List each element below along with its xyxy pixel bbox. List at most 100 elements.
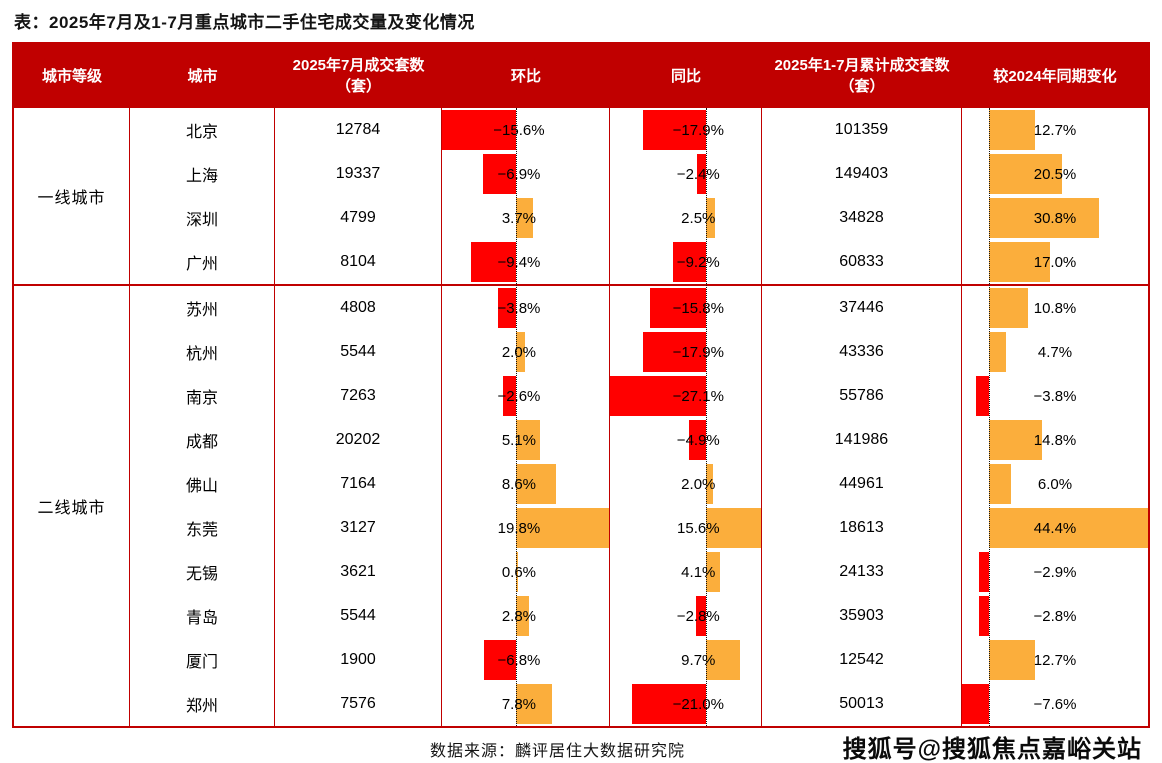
tier-rows: 苏州 4808 −3.8% −15.8% 37446 10.8% 杭州 5544 2.0% −17… xyxy=(130,286,1148,726)
mom-value-label: 2.8% xyxy=(501,607,537,625)
chg-bar xyxy=(979,596,990,636)
chg-value-label: 20.5% xyxy=(1033,165,1077,183)
chg-bar xyxy=(978,552,990,592)
jul-volume-cell: 5544 xyxy=(275,594,442,638)
yoy-value-label: 9.7% xyxy=(681,651,716,669)
tier-block: 二线城市 苏州 4808 −3.8% −15.8% 37446 10.8% 杭州 5544 2.0… xyxy=(14,284,1148,726)
chg-bar xyxy=(989,464,1011,504)
table-row: 青岛 5544 2.8% −2.8% 35903 −2.8% xyxy=(130,594,1148,638)
mom-bar xyxy=(515,198,534,238)
chg-bar xyxy=(989,332,1006,372)
yoy-bar xyxy=(610,376,706,416)
yoy-bar xyxy=(688,420,706,460)
table-row: 北京 12784 −15.6% −17.9% 101359 12.7% xyxy=(130,108,1148,152)
chg-bar-cell: −2.9% xyxy=(962,550,1148,594)
chg-value-label: 4.7% xyxy=(1037,343,1073,361)
mom-bar-cell: 8.6% xyxy=(442,462,610,506)
chg-bar xyxy=(989,198,1100,238)
chg-bar-cell: 10.8% xyxy=(962,286,1148,330)
col-header-jul-volume: 2025年7月成交套数（套） xyxy=(292,57,425,95)
yoy-value-label: 15.6% xyxy=(677,519,720,537)
city-name-cell: 北京 xyxy=(130,108,275,152)
yoy-bar xyxy=(642,110,706,150)
mom-bar xyxy=(503,376,516,416)
city-name-cell: 青岛 xyxy=(130,594,275,638)
mom-bar xyxy=(442,110,516,150)
table-row: 苏州 4808 −3.8% −15.8% 37446 10.8% xyxy=(130,286,1148,330)
jul-volume-cell: 8104 xyxy=(275,240,442,284)
cum-volume-cell: 55786 xyxy=(762,374,962,418)
cum-volume-cell: 141986 xyxy=(762,418,962,462)
chg-bar-cell: −7.6% xyxy=(962,682,1148,726)
yoy-bar xyxy=(697,154,706,194)
city-name-cell: 佛山 xyxy=(130,462,275,506)
yoy-bar-cell: 4.1% xyxy=(610,550,762,594)
mom-bar-cell: −15.6% xyxy=(442,108,610,152)
chg-value-label: 44.4% xyxy=(1033,519,1077,537)
cum-volume-cell: 101359 xyxy=(762,108,962,152)
tier-rows: 北京 12784 −15.6% −17.9% 101359 12.7% 上海 19337 −6.… xyxy=(130,108,1148,284)
cum-volume-cell: 37446 xyxy=(762,286,962,330)
chg-bar-cell: 30.8% xyxy=(962,196,1148,240)
yoy-value-label: −2.8% xyxy=(676,607,720,625)
city-name-cell: 郑州 xyxy=(130,682,275,726)
mom-bar-cell: 2.8% xyxy=(442,594,610,638)
table-row: 杭州 5544 2.0% −17.9% 43336 4.7% xyxy=(130,330,1148,374)
chg-value-label: 6.0% xyxy=(1037,475,1073,493)
cum-volume-cell: 44961 xyxy=(762,462,962,506)
jul-volume-cell: 7263 xyxy=(275,374,442,418)
cum-volume-cell: 50013 xyxy=(762,682,962,726)
zero-axis-line xyxy=(706,108,708,726)
table-row: 南京 7263 −2.6% −27.1% 55786 −3.8% xyxy=(130,374,1148,418)
yoy-bar xyxy=(705,198,715,238)
col-header-cum-change: 较2024年同期变化 xyxy=(993,67,1117,85)
mom-value-label: 19.8% xyxy=(497,519,541,537)
city-name-cell: 苏州 xyxy=(130,286,275,330)
mom-bar xyxy=(515,508,609,548)
yoy-value-label: 2.0% xyxy=(681,475,716,493)
cum-volume-cell: 60833 xyxy=(762,240,962,284)
mom-bar xyxy=(497,288,516,328)
city-name-cell: 杭州 xyxy=(130,330,275,374)
mom-bar-cell: −9.4% xyxy=(442,240,610,284)
tier-label-cell: 一线城市 xyxy=(14,108,130,284)
table-row: 成都 20202 5.1% −4.9% 141986 14.8% xyxy=(130,418,1148,462)
data-table: 城市等级 城市 2025年7月成交套数（套） 环比 同比 2025年1-7月累计… xyxy=(12,42,1150,728)
city-name-cell: 东莞 xyxy=(130,506,275,550)
jul-volume-cell: 12784 xyxy=(275,108,442,152)
table-body: 一线城市 北京 12784 −15.6% −17.9% 101359 12.7% 上海 1933… xyxy=(14,108,1148,726)
col-header-mom: 环比 xyxy=(510,67,541,85)
page-title: 表：2025年7月及1-7月重点城市二手住宅成交量及变化情况 xyxy=(14,13,475,32)
city-name-cell: 无锡 xyxy=(130,550,275,594)
yoy-bar xyxy=(705,552,721,592)
chg-bar-cell: 20.5% xyxy=(962,152,1148,196)
chg-value-label: 14.8% xyxy=(1033,431,1077,449)
jul-volume-cell: 3127 xyxy=(275,506,442,550)
yoy-value-label: −2.4% xyxy=(676,165,720,183)
city-name-cell: 广州 xyxy=(130,240,275,284)
yoy-bar xyxy=(673,242,706,282)
chg-bar xyxy=(989,508,1148,548)
mom-value-label: −15.6% xyxy=(493,121,545,139)
zero-axis-line xyxy=(516,108,518,726)
mom-bar xyxy=(515,332,525,372)
jul-volume-cell: 7164 xyxy=(275,462,442,506)
chg-value-label: 12.7% xyxy=(1033,651,1077,669)
yoy-bar xyxy=(695,596,706,636)
mom-value-label: 2.0% xyxy=(501,343,537,361)
yoy-bar xyxy=(642,332,706,372)
col-header-yoy: 同比 xyxy=(670,67,701,85)
table-row: 深圳 4799 3.7% 2.5% 34828 30.8% xyxy=(130,196,1148,240)
chg-value-label: 10.8% xyxy=(1033,299,1077,317)
yoy-value-label: 4.1% xyxy=(681,563,716,581)
chg-value-label: 12.7% xyxy=(1033,121,1077,139)
yoy-bar-cell: 9.7% xyxy=(610,638,762,682)
chg-bar-cell: 12.7% xyxy=(962,638,1148,682)
chg-value-label: −3.8% xyxy=(1033,387,1077,405)
tier-block: 一线城市 北京 12784 −15.6% −17.9% 101359 12.7% 上海 1933… xyxy=(14,108,1148,284)
yoy-value-label: −9.2% xyxy=(676,253,720,271)
chg-bar-cell: 4.7% xyxy=(962,330,1148,374)
yoy-bar-cell: −17.9% xyxy=(610,330,762,374)
cum-volume-cell: 18613 xyxy=(762,506,962,550)
